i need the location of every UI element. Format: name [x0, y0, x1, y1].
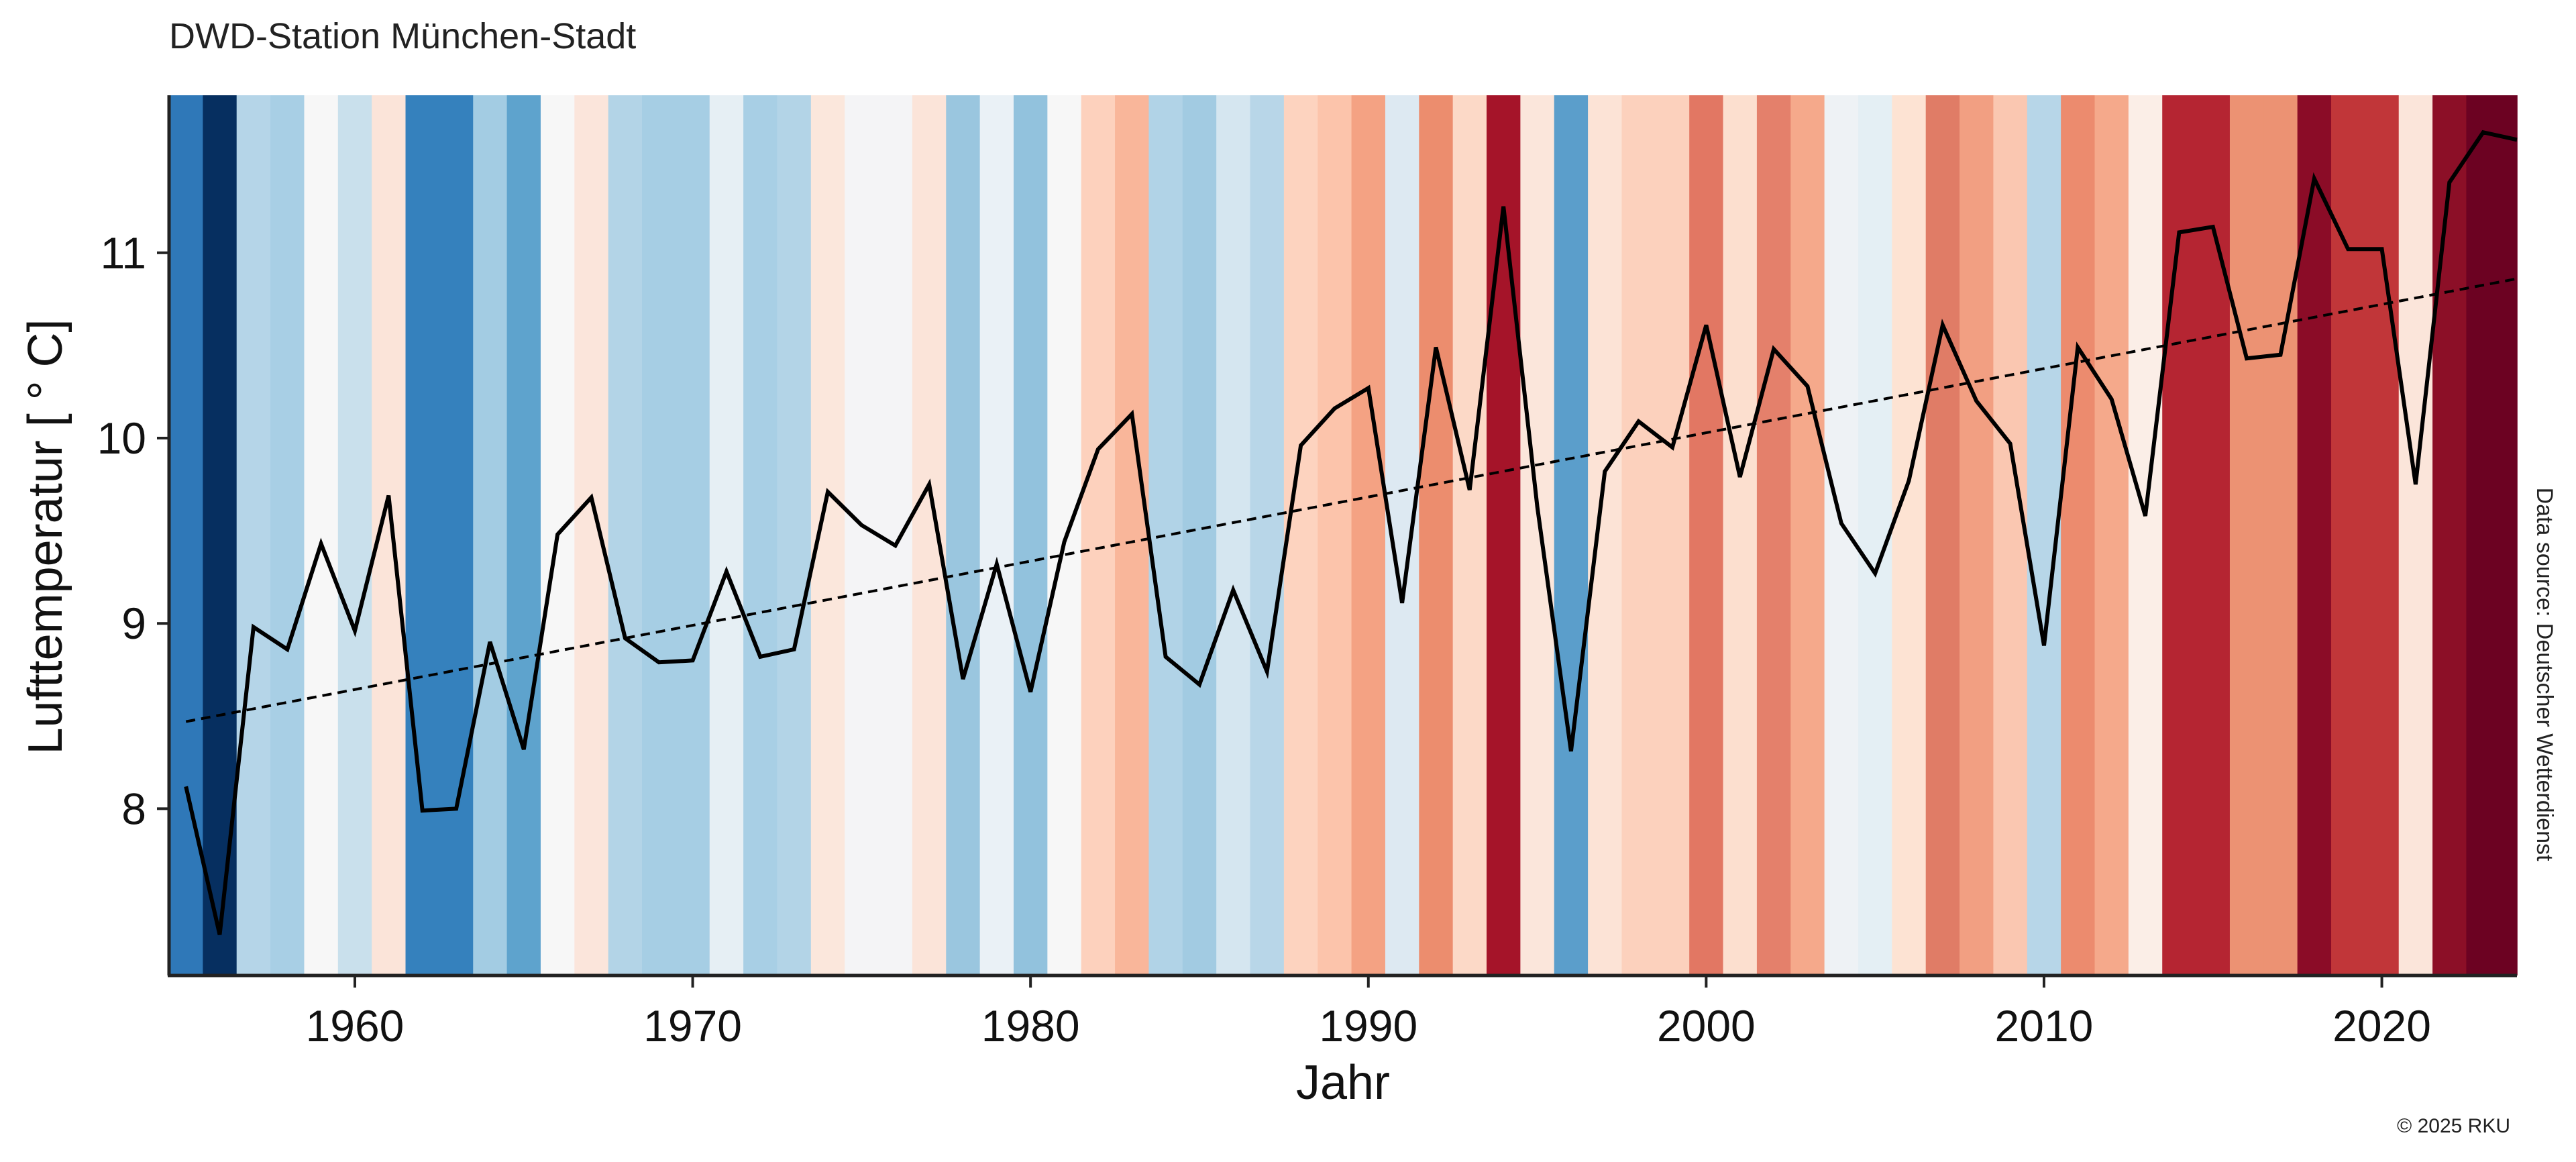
stripe-2018	[2297, 95, 2332, 975]
stripe-1993	[1452, 95, 1487, 975]
data-source-note: Data source: Deutscher Wetterdienst	[2532, 488, 2557, 861]
stripe-2023	[2466, 95, 2501, 975]
stripe-1968	[608, 95, 643, 975]
stripe-1985	[1182, 95, 1217, 975]
stripe-1965	[506, 95, 541, 975]
stripe-2012	[2094, 95, 2129, 975]
stripe-1955	[169, 95, 204, 975]
stripe-1959	[304, 95, 339, 975]
stripe-2024	[2500, 95, 2518, 975]
stripe-1980	[1013, 95, 1049, 975]
stripe-2016	[2229, 95, 2265, 975]
chart-title: DWD-Station München-Stadt	[169, 16, 636, 56]
stripe-2008	[1960, 95, 1994, 975]
stripe-1967	[574, 95, 609, 975]
x-tick-label-1960: 1960	[306, 1001, 405, 1051]
x-tick-label-1990: 1990	[1319, 1001, 1417, 1051]
y-tick-label-10: 10	[97, 413, 146, 463]
temperature-line-layer	[184, 129, 2518, 935]
stripe-2011	[2061, 95, 2096, 975]
stripe-1979	[979, 95, 1014, 975]
stripe-1982	[1081, 95, 1116, 975]
stripe-1988	[1283, 95, 1319, 975]
stripe-1957	[236, 95, 271, 975]
stripe-1974	[810, 95, 845, 975]
copyright-note: © 2025 RKU	[2397, 1115, 2510, 1137]
stripe-2000	[1689, 95, 1724, 975]
stripe-1983	[1115, 95, 1150, 975]
y-axis-ticks: 8 9 10 11	[97, 228, 169, 833]
x-axis-label: Jahr	[1296, 1056, 1390, 1110]
stripe-1997	[1588, 95, 1623, 975]
stripe-2004	[1824, 95, 1859, 975]
stripe-2007	[1925, 95, 1960, 975]
x-tick-label-1970: 1970	[643, 1001, 742, 1051]
stripe-1962	[405, 95, 440, 975]
stripe-1984	[1148, 95, 1183, 975]
stripe-1996	[1554, 95, 1589, 975]
stripe-2014	[2162, 95, 2197, 975]
trend-line-layer	[185, 277, 2518, 723]
stripe-1986	[1216, 95, 1251, 975]
stripe-1998	[1621, 95, 1656, 975]
stripe-1978	[946, 95, 981, 975]
stripes-layer	[169, 95, 2518, 975]
stripe-1972	[743, 95, 778, 975]
stripe-2002	[1756, 95, 1792, 975]
x-tick-label-2020: 2020	[2332, 1001, 2431, 1051]
y-tick-label-9: 9	[121, 598, 146, 648]
stripe-1971	[709, 95, 744, 975]
stripe-2013	[2128, 95, 2163, 975]
stripe-1994	[1487, 95, 1521, 975]
stripe-2009	[1993, 95, 2028, 975]
y-tick-label-11: 11	[100, 228, 146, 278]
stripe-2019	[2331, 95, 2366, 975]
stripe-1964	[473, 95, 508, 975]
stripe-1973	[777, 95, 812, 975]
stripe-1992	[1419, 95, 1454, 975]
y-axis-label: Lufttemperatur [ ° C]	[19, 319, 72, 754]
stripe-2003	[1790, 95, 1825, 975]
stripe-1999	[1655, 95, 1690, 975]
stripe-1990	[1351, 95, 1386, 975]
stripe-1977	[912, 95, 947, 975]
trend-line	[185, 277, 2518, 723]
stripe-1958	[270, 95, 305, 975]
stripe-2001	[1723, 95, 1758, 975]
x-tick-label-2000: 2000	[1657, 1001, 1756, 1051]
stripe-1975	[845, 95, 879, 975]
stripe-1960	[337, 95, 372, 975]
x-tick-label-1980: 1980	[981, 1001, 1080, 1051]
x-axis-ticks: 1960 1970 1980 1990 2000 2010 2020	[306, 975, 2431, 1051]
temperature-line	[184, 129, 2518, 935]
y-tick-label-8: 8	[121, 784, 146, 833]
stripe-1989	[1318, 95, 1352, 975]
stripe-1987	[1250, 95, 1285, 975]
stripe-2022	[2432, 95, 2467, 975]
stripe-1970	[676, 95, 710, 975]
stripe-2020	[2365, 95, 2400, 975]
stripe-2017	[2263, 95, 2298, 975]
stripe-1976	[878, 95, 913, 975]
stripe-2006	[1892, 95, 1927, 975]
stripe-1995	[1520, 95, 1555, 975]
stripe-2021	[2398, 95, 2433, 975]
stripe-1956	[203, 95, 237, 975]
stripe-1963	[439, 95, 474, 975]
stripe-1969	[642, 95, 677, 975]
x-tick-label-2010: 2010	[1995, 1001, 2094, 1051]
stripe-2005	[1858, 95, 1893, 975]
stripe-2015	[2196, 95, 2231, 975]
